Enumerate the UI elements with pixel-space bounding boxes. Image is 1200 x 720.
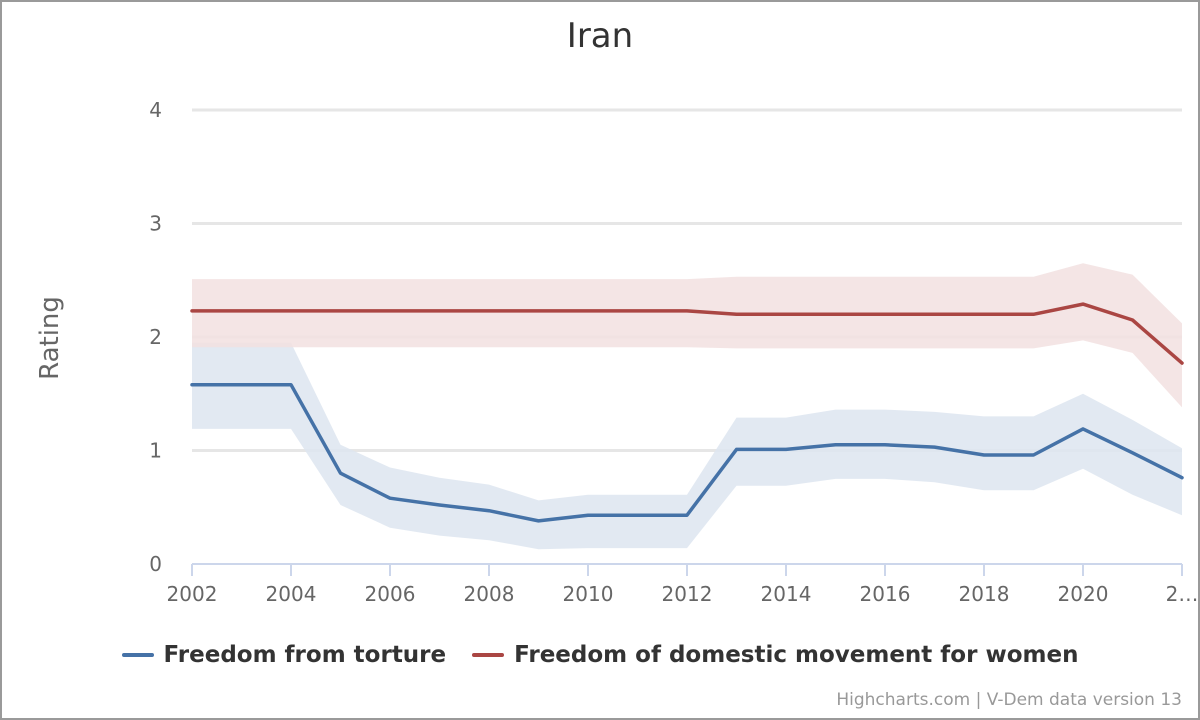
x-tick-label: 2002 <box>167 582 218 606</box>
axis-layer: 0 1 2 3 4 2002 2004 2006 2008 2010 2012 2014 2016 201… <box>149 98 1198 606</box>
legend-swatch-torture <box>121 653 154 657</box>
y-tick-label: 0 <box>149 552 162 576</box>
y-tick-label: 4 <box>149 98 162 122</box>
legend-item-torture[interactable]: Freedom from torture <box>121 642 447 668</box>
y-tick-label: 1 <box>149 439 162 463</box>
x-tick-label: 2014 <box>761 582 812 606</box>
x-tick-label: 2010 <box>563 582 614 606</box>
x-tick-label: 2004 <box>266 582 317 606</box>
band-layer <box>192 263 1182 550</box>
x-tick-label: 2018 <box>959 582 1010 606</box>
legend-label-torture: Freedom from torture <box>163 642 447 668</box>
legend-swatch-women-movement <box>472 653 505 657</box>
x-tick-label: 2… <box>1166 582 1198 606</box>
x-tick-label: 2008 <box>464 582 515 606</box>
legend: Freedom from torture Freedom of domestic… <box>2 642 1198 668</box>
credits[interactable]: Highcharts.com | V-Dem data version 13 <box>836 690 1182 710</box>
series-line-0 <box>190 382 1184 523</box>
legend-item-women-movement[interactable]: Freedom of domestic movement for women <box>472 642 1078 668</box>
x-tick-label: 2020 <box>1058 582 1109 606</box>
series-band-1 <box>192 263 1182 408</box>
x-tick-label: 2006 <box>365 582 416 606</box>
x-tick-label: 2012 <box>662 582 713 606</box>
y-tick-label: 2 <box>149 325 162 349</box>
series-line-1 <box>190 302 1184 365</box>
x-tick-label: 2016 <box>860 582 911 606</box>
legend-label-women-movement: Freedom of domestic movement for women <box>514 642 1079 668</box>
chart-title: Iran <box>566 16 634 56</box>
series-band-0 <box>192 342 1182 550</box>
line-layer <box>190 302 1184 523</box>
y-tick-label: 3 <box>149 212 162 236</box>
